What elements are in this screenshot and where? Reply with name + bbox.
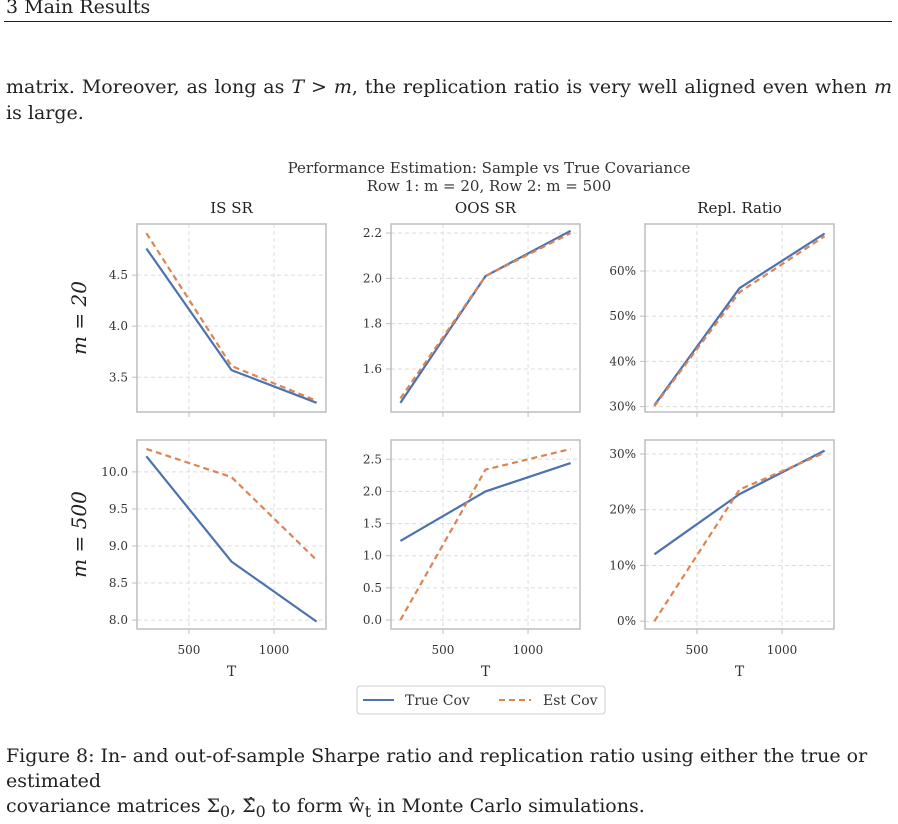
header-rule — [4, 21, 892, 22]
caption-sep: , — [230, 795, 243, 817]
caption-sub-1: 0 — [220, 801, 231, 821]
panel-r1c2-frame — [390, 223, 581, 413]
panel-r1c2: 1.6 1.8 2.0 2.2 OOS SR — [363, 199, 581, 417]
panel-r2c3-ytick-label-2: 20% — [609, 503, 636, 517]
panel-r2c1-ytick-label-2: 9.0 — [109, 539, 128, 553]
panel-r1c2-title: OOS SR — [455, 199, 517, 217]
panel-r2c1-ylabel: m = 500 — [67, 491, 91, 578]
legend-box — [356, 685, 606, 715]
caption-w-hat: ŵ — [348, 795, 365, 817]
para-text-3: is large. — [6, 102, 84, 124]
panel-r1c3-ytick-label-0: 30% — [609, 400, 636, 414]
panel-r1c1-line-true-cov — [145, 247, 317, 404]
panel-r2c2-ytick-label-1: 0.5 — [363, 581, 382, 595]
panel-r1c1-ytick-label-0: 3.5 — [109, 370, 128, 384]
body-paragraph: matrix. Moreover, as long as T > m, the … — [6, 74, 892, 126]
panel-r1c2-ytick-label-0: 1.6 — [363, 362, 382, 376]
panel-r2c2-ytick-label-4: 2.0 — [363, 484, 382, 498]
caption-sigma-hat: Σ̂ — [242, 795, 256, 817]
panel-r2c3-ytick-label-0: 0% — [617, 614, 636, 628]
panel-r1c2-line-true-cov — [399, 229, 572, 404]
panel-r2c3-ytick-label-3: 30% — [609, 447, 636, 461]
panel-r2c2-xtick-label-1: 1000 — [513, 643, 544, 657]
figure-suptitle-line2: Row 1: m = 20, Row 2: m = 500 — [367, 177, 612, 195]
panel-r1c1: 3.5 4.0 4.5 IS SR m = 20 — [67, 199, 327, 417]
panel-r2c1-line-true-cov — [145, 455, 318, 623]
legend: True Cov Est Cov — [356, 685, 606, 715]
panel-r1c1-frame — [136, 223, 327, 413]
para-gt: > — [304, 76, 334, 98]
panel-r1c3-title: Repl. Ratio — [697, 199, 782, 217]
panel-r1c3-frame — [644, 223, 835, 413]
panel-r2c1-frame — [136, 439, 327, 630]
caption-line-1: Figure 8: In- and out-of-sample Sharpe r… — [6, 745, 868, 792]
panel-r2c2: 500 1000 0.0 0.5 1.0 1.5 2.0 2.5 T — [363, 439, 581, 680]
para-var-m2: m — [873, 76, 893, 98]
panel-r2c1-ytick-label-1: 8.5 — [109, 576, 128, 590]
para-var-T: T — [291, 76, 305, 98]
panel-r1c1-line-est-cov — [145, 232, 318, 402]
panel-r2c1-xlabel: T — [227, 664, 237, 680]
panel-r2c2-xtick-label-0: 500 — [431, 643, 454, 657]
panel-r2c2-line-true-cov — [399, 462, 571, 542]
panel-r1c3-line-est-cov — [653, 235, 826, 407]
panel-r2c3-line-true-cov — [653, 449, 826, 556]
panel-r1c3-ytick-label-1: 40% — [609, 354, 636, 368]
caption-text-4: in Monte Carlo simulations. — [371, 795, 645, 817]
panel-r1c1-ytick-label-1: 4.0 — [109, 319, 128, 333]
figure-caption: Figure 8: In- and out-of-sample Sharpe r… — [6, 744, 896, 824]
figure-suptitle-line1: Performance Estimation: Sample vs True C… — [288, 159, 691, 177]
panel-r2c2-frame — [390, 439, 581, 630]
panel-r2c2-ytick-label-5: 2.5 — [363, 452, 382, 466]
panel-r2c1-xtick-label-1: 1000 — [259, 643, 290, 657]
panel-r1c2-ytick-label-2: 2.0 — [363, 271, 382, 285]
panel-r2c2-ytick-label-3: 1.5 — [363, 517, 382, 531]
panel-r2c2-ytick-label-0: 0.0 — [363, 613, 382, 627]
legend-label-est-cov: Est Cov — [543, 693, 598, 709]
panel-r2c1-ytick-label-0: 8.0 — [109, 613, 128, 627]
caption-line-2: covariance matrices Σ0, Σ̂0 to form ŵt i… — [6, 794, 896, 824]
panel-r1c3-ytick-label-2: 50% — [609, 309, 636, 323]
panel-r2c1: 500 1000 8.0 8.5 9.0 9.5 10.0 m = 500 T — [67, 439, 327, 680]
panel-r1c3: 30% 40% 50% 60% Repl. Ratio — [609, 199, 835, 417]
para-text-2: , the replication ratio is very well ali… — [351, 76, 874, 98]
panel-r2c3-frame — [644, 439, 835, 630]
figure-8: Performance Estimation: Sample vs True C… — [67, 159, 835, 715]
caption-text-2: covariance matrices Σ — [6, 795, 221, 817]
panel-r1c2-ytick-label-3: 2.2 — [363, 226, 382, 240]
panel-r2c1-xtick-label-0: 500 — [177, 643, 200, 657]
panel-r2c2-line-est-cov — [399, 447, 571, 621]
caption-text-3: to form — [265, 795, 349, 817]
panel-r1c2-ytick-label-1: 1.8 — [363, 317, 382, 331]
para-var-m: m — [333, 76, 352, 98]
panel-r2c3-xtick-label-0: 500 — [685, 643, 708, 657]
panel-r1c3-line-true-cov — [653, 232, 826, 406]
section-header: 3 Main Results — [6, 0, 151, 18]
legend-label-true-cov: True Cov — [405, 693, 470, 709]
panel-r2c3-ytick-label-1: 10% — [609, 558, 636, 572]
panel-r2c3: 500 1000 0% 10% 20% 30% T — [609, 439, 835, 680]
panel-r2c3-xtick-label-1: 1000 — [767, 643, 798, 657]
panel-r1c3-ytick-label-3: 60% — [609, 264, 636, 278]
panel-r2c3-line-est-cov — [653, 451, 826, 622]
panel-r2c2-ytick-label-2: 1.0 — [363, 549, 382, 563]
para-text-1: matrix. Moreover, as long as — [6, 76, 292, 98]
panel-grid: 3.5 4.0 4.5 IS SR m = 20 1.6 1.8 2.0 2.2 OOS SR 30… — [67, 199, 835, 680]
panel-r2c2-xlabel: T — [481, 664, 491, 680]
panel-r1c1-ytick-label-2: 4.5 — [109, 268, 128, 282]
panel-r2c1-ytick-label-4: 10.0 — [101, 465, 128, 479]
panel-r2c1-ytick-label-3: 9.5 — [109, 502, 128, 516]
panel-r2c3-xlabel: T — [735, 664, 745, 680]
panel-r1c1-title: IS SR — [210, 199, 253, 217]
caption-sub-2: 0 — [255, 801, 266, 821]
panel-r2c1-line-est-cov — [146, 447, 318, 561]
panel-r1c2-line-est-cov — [399, 232, 572, 400]
panel-r1c1-ylabel: m = 20 — [67, 281, 91, 355]
